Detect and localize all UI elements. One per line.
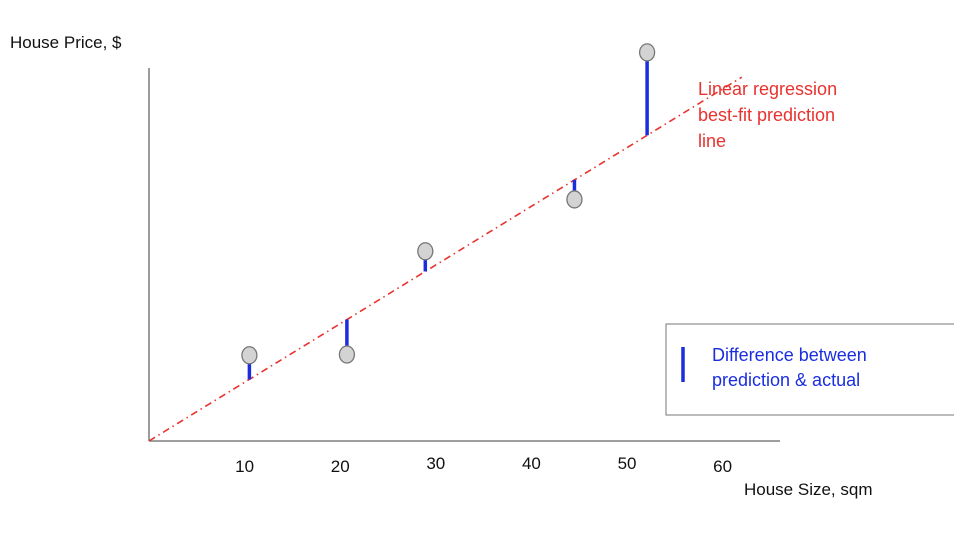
regression-line <box>148 76 743 442</box>
regression-annotation-line-1: Linear regression <box>698 79 837 99</box>
x-tick-labels-group: 10 20 30 40 50 60 <box>235 454 732 476</box>
data-point-3 <box>417 242 434 261</box>
legend: Difference between prediction & actual <box>665 323 954 416</box>
x-tick-label-60: 60 <box>713 457 732 476</box>
x-tick-label-40: 40 <box>522 454 541 473</box>
legend-text-line-1: Difference between <box>712 345 867 365</box>
y-axis-title: House Price, $ <box>10 33 122 52</box>
legend-box <box>665 323 954 416</box>
data-point-4 <box>566 190 583 209</box>
regression-annotation-line-3: line <box>698 131 726 151</box>
legend-text: Difference between prediction & actual <box>712 345 872 390</box>
residuals-group <box>247 60 649 380</box>
x-tick-label-30: 30 <box>426 454 445 473</box>
data-point-5 <box>638 43 656 62</box>
x-axis-title: House Size, sqm <box>744 480 873 499</box>
data-points-group <box>241 43 656 365</box>
regression-annotation: Linear regression best-fit prediction li… <box>698 79 842 151</box>
legend-text-line-2: prediction & actual <box>712 370 860 390</box>
data-point-1 <box>241 346 258 365</box>
data-point-2 <box>338 345 356 364</box>
x-tick-label-50: 50 <box>618 454 637 473</box>
x-tick-label-20: 20 <box>331 457 350 476</box>
regression-annotation-line-2: best-fit prediction <box>698 105 835 125</box>
x-tick-label-10: 10 <box>235 457 254 476</box>
